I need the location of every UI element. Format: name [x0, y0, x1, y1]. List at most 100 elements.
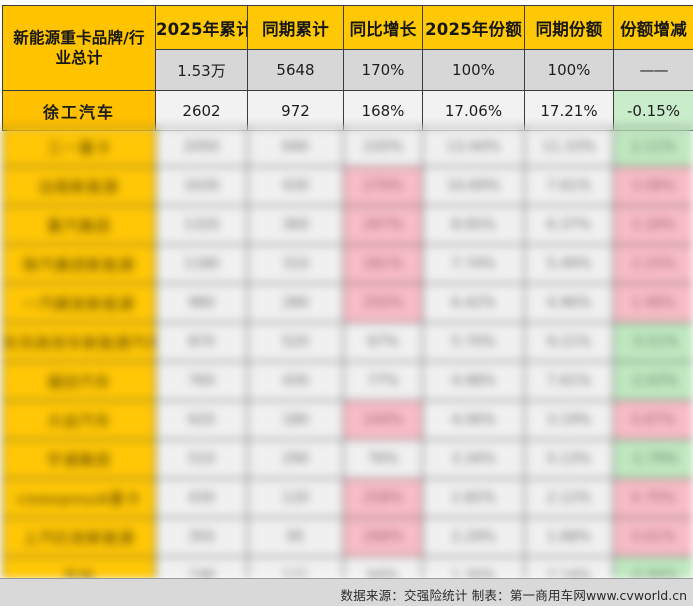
row-brand-name: 宇通集团 — [2, 439, 156, 479]
row-share-prev: 9.21% — [524, 322, 614, 362]
row-ytd-prev: 520 — [247, 322, 344, 362]
row-share-delta: -1.79% — [613, 439, 693, 479]
row-ytd-2025: 870 — [155, 322, 248, 362]
totals-share-2025: 100% — [422, 49, 525, 91]
table-row[interactable]: 三一重卡 2050 640 220% 13.44% 11.33% 2.11% — [2, 127, 693, 167]
totals-yoy: 170% — [343, 49, 423, 91]
row-share-prev: 4.96% — [524, 283, 614, 323]
row-ytd-prev: 180 — [247, 400, 344, 440]
row-yoy: 244% — [343, 400, 423, 440]
table-row[interactable]: 其他 198 121 64% 1.30% 2.14% -0.84% — [2, 556, 693, 579]
blurred-data-table: 三一重卡 2050 640 220% 13.44% 11.33% 2.11% 远程新能源 163… — [2, 127, 693, 579]
row-brand-name: 远程新能源 — [2, 166, 156, 206]
data-table: 新能源重卡品牌/行业总计 2025年累计 同期累计 同比增长 2025年份额 同… — [2, 5, 693, 131]
header-cell-share-delta[interactable]: 份额增减 — [613, 5, 693, 50]
row-share-prev: 2.14% — [524, 556, 614, 579]
row-yoy: 220% — [343, 127, 423, 167]
table-row[interactable]: 远程新能源 1630 430 279% 10.69% 7.61% 3.08% — [2, 166, 693, 206]
row-share-2025: 2.29% — [422, 517, 525, 557]
table-row[interactable]: 重汽集团 1320 360 267% 8.65% 6.37% 2.28% — [2, 205, 693, 245]
row-ytd-prev: 640 — [247, 127, 344, 167]
row-share-delta: 2.28% — [613, 205, 693, 245]
header-cell-name[interactable]: 新能源重卡品牌/行业总计 — [2, 5, 156, 91]
table-row[interactable]: 宇通集团 510 290 76% 3.34% 5.13% -1.79% — [2, 439, 693, 479]
row-yoy: 77% — [343, 361, 423, 401]
row-share-2025: 5.70% — [422, 322, 525, 362]
source-value: 交强险统计 — [404, 588, 468, 603]
table-row[interactable]: 陕汽集团新能源 1180 310 281% 7.74% 5.49% 2.25% — [2, 244, 693, 284]
row-share-prev: 7.61% — [524, 166, 614, 206]
row-ytd-2025: 1180 — [155, 244, 248, 284]
row-share-prev: 5.13% — [524, 439, 614, 479]
footer-bar: 数据来源：交强险统计 制表：第一商用车网www.cvworld.cn — [0, 578, 693, 606]
header-cell-yoy[interactable]: 同比增长 — [343, 5, 423, 50]
row-share-2025: 13.44% — [422, 127, 525, 167]
row-yoy: 267% — [343, 205, 423, 245]
row-ytd-2025: 1320 — [155, 205, 248, 245]
row-ytd-2025: 620 — [155, 400, 248, 440]
row-share-2025: 8.65% — [422, 205, 525, 245]
row-ytd-2025: 2602 — [155, 90, 248, 131]
row-share-prev: 11.33% — [524, 127, 614, 167]
row-share-prev: 5.49% — [524, 244, 614, 284]
row-brand-name: 大运汽车 — [2, 400, 156, 440]
row-yoy: 281% — [343, 244, 423, 284]
header-cell-ytd-prev[interactable]: 同期累计 — [247, 5, 344, 50]
row-brand-name: 福田汽车 — [2, 361, 156, 401]
row-ytd-prev: 360 — [247, 205, 344, 245]
totals-share-delta: —— — [613, 49, 693, 91]
row-ytd-2025: 510 — [155, 439, 248, 479]
header-cell-ytd-2025[interactable]: 2025年累计 — [155, 5, 248, 50]
row-yoy: 279% — [343, 166, 423, 206]
row-ytd-2025: 430 — [155, 478, 248, 518]
row-share-2025: 3.34% — [422, 439, 525, 479]
table-row[interactable]: 徐工汽车 2602 972 168% 17.06% 17.21% -0.15% — [2, 90, 693, 131]
row-brand-name: 上汽红岩新能源 — [2, 517, 156, 557]
site-url: www.cvworld.cn — [586, 588, 687, 603]
row-share-prev: 7.61% — [524, 361, 614, 401]
row-share-2025: 1.30% — [422, 556, 525, 579]
row-share-prev: 17.21% — [524, 90, 614, 131]
row-share-delta: -2.63% — [613, 361, 693, 401]
header-cell-share-prev[interactable]: 同期份额 — [524, 5, 614, 50]
header-cell-share-2025[interactable]: 2025年份额 — [422, 5, 525, 50]
totals-row: 1.53万 5648 170% 100% 100% —— — [3, 49, 693, 91]
row-brand-name: 东风商用车新能源汽车事业部 — [2, 322, 156, 362]
row-share-delta: 2.25% — [613, 244, 693, 284]
table-row[interactable]: 上汽红岩新能源 350 95 268% 2.29% 1.68% 0.61% — [2, 517, 693, 557]
table-row[interactable]: 东风商用车新能源汽车事业部87052067%5.70%9.21%-3.51% — [2, 322, 693, 362]
row-share-prev: 1.68% — [524, 517, 614, 557]
row-ytd-2025: 760 — [155, 361, 248, 401]
row-yoy: 268% — [343, 517, 423, 557]
maker-value: 第一商用车网 — [509, 588, 587, 603]
row-share-2025: 7.74% — [422, 244, 525, 284]
row-share-delta: 0.61% — [613, 517, 693, 557]
row-ytd-prev: 310 — [247, 244, 344, 284]
row-brand-name: 重汽集团 — [2, 205, 156, 245]
table-row[interactable]: 一汽解放新能源 980 280 250% 6.42% 4.96% 1.46% — [2, 283, 693, 323]
table-row[interactable]: северный重卡 430 120 258% 2.82% 2.12% 0.70% — [2, 478, 693, 518]
totals-ytd-prev: 5648 — [247, 49, 344, 91]
row-share-2025: 2.82% — [422, 478, 525, 518]
totals-ytd-2025: 1.53万 — [155, 49, 248, 91]
row-share-delta: -0.15% — [613, 90, 693, 131]
row-share-delta: 0.70% — [613, 478, 693, 518]
row-yoy: 258% — [343, 478, 423, 518]
row-share-delta: 3.08% — [613, 166, 693, 206]
row-ytd-prev: 290 — [247, 439, 344, 479]
row-share-prev: 3.19% — [524, 400, 614, 440]
row-yoy: 67% — [343, 322, 423, 362]
row-yoy: 250% — [343, 283, 423, 323]
row-ytd-prev: 280 — [247, 283, 344, 323]
source-label: 数据来源： — [340, 588, 405, 603]
row-share-prev: 6.37% — [524, 205, 614, 245]
table-row[interactable]: 福田汽车 760 430 77% 4.98% 7.61% -2.63% — [2, 361, 693, 401]
table-header-row: 新能源重卡品牌/行业总计 2025年累计 同期累计 同比增长 2025年份额 同… — [2, 5, 693, 91]
row-ytd-2025: 350 — [155, 517, 248, 557]
row-brand-name: 陕汽集团新能源 — [2, 244, 156, 284]
row-share-delta: -0.84% — [613, 556, 693, 579]
table-row[interactable]: 大运汽车 620 180 244% 4.06% 3.19% 0.87% — [2, 400, 693, 440]
maker-label: 制表： — [467, 588, 510, 603]
row-ytd-2025: 2050 — [155, 127, 248, 167]
row-ytd-prev: 430 — [247, 166, 344, 206]
